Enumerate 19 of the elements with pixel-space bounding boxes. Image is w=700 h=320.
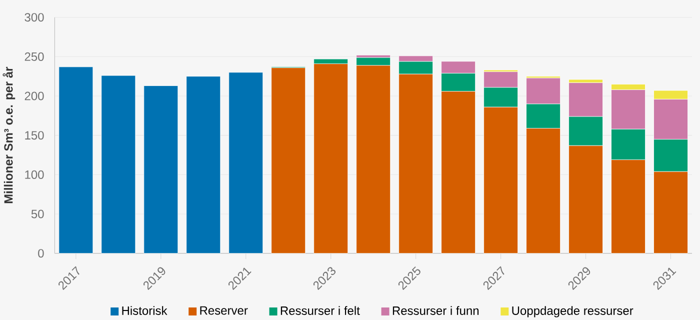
bar (58, 66, 94, 254)
y-tick-label: 250 (24, 52, 44, 61)
y-tick-label: 50 (31, 210, 44, 218)
y-tick-label: 150 (25, 131, 44, 140)
y-tick-label: 100 (25, 170, 44, 179)
legend-label: Ressurser i felt (280, 306, 360, 315)
y-tick-label: 300 (24, 13, 44, 22)
legend-label: Ressurser i funn (392, 306, 479, 315)
legend-label: Reserver (200, 306, 248, 315)
bar (228, 72, 264, 254)
legend-label: Uoppdagede ressurser (512, 306, 634, 318)
y-tick-label: 200 (24, 92, 44, 100)
y-tick-label: 0 (38, 249, 44, 258)
bar (271, 67, 306, 254)
y-axis-title: Millioner Sm³ o.e. per år (2, 66, 16, 204)
bar (144, 86, 178, 254)
bar (186, 76, 221, 254)
bar (101, 75, 136, 254)
legend-label: Historisk (122, 306, 168, 315)
